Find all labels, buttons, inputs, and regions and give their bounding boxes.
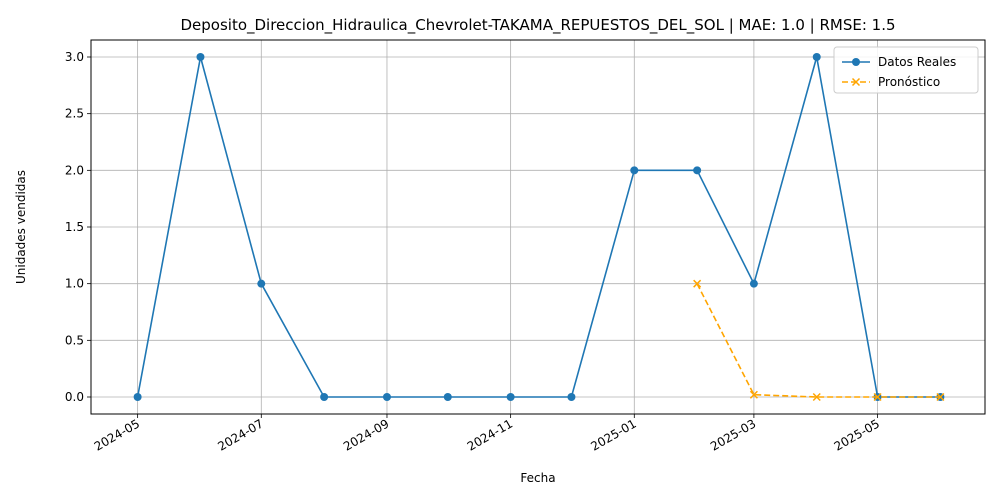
data-point <box>567 393 576 401</box>
y-tick-label: 1.5 <box>65 220 84 234</box>
legend-marker <box>852 58 860 66</box>
y-tick-label: 1.0 <box>65 277 84 291</box>
legend-label: Pronóstico <box>878 75 940 89</box>
series-group <box>133 53 945 402</box>
y-tick-label: 2.0 <box>65 163 84 177</box>
data-point <box>749 279 758 288</box>
data-point <box>749 390 758 399</box>
grid-lines <box>91 40 985 414</box>
series-line <box>136 56 941 398</box>
data-point <box>693 166 702 175</box>
legend-item: Pronóstico <box>842 75 940 89</box>
x-axis-label: Fecha <box>520 471 555 485</box>
chart-title: Deposito_Direccion_Hidraulica_Chevrolet-… <box>180 16 895 35</box>
y-tick-label: 0.0 <box>65 390 84 404</box>
data-point <box>630 166 639 175</box>
data-point <box>506 393 515 401</box>
series-line <box>696 283 941 398</box>
data-point <box>196 53 205 61</box>
data-point <box>936 392 945 402</box>
data-point <box>693 279 702 288</box>
legend-item: Datos Reales <box>842 55 956 69</box>
y-tick-label: 0.5 <box>65 333 84 347</box>
data-point <box>320 393 329 401</box>
legend-label: Datos Reales <box>878 55 956 69</box>
y-tick-label: 2.5 <box>65 107 84 121</box>
data-point <box>873 392 882 402</box>
data-point <box>133 393 142 401</box>
data-point <box>382 393 391 401</box>
data-point <box>812 53 821 61</box>
data-point <box>257 279 266 288</box>
y-tick-label: 3.0 <box>65 50 84 64</box>
data-point <box>443 393 452 401</box>
data-point <box>812 392 821 402</box>
series-pronostico <box>693 279 945 402</box>
y-axis-label: Unidades vendidas <box>14 170 28 284</box>
legend: Datos Reales Pronóstico <box>833 46 979 94</box>
